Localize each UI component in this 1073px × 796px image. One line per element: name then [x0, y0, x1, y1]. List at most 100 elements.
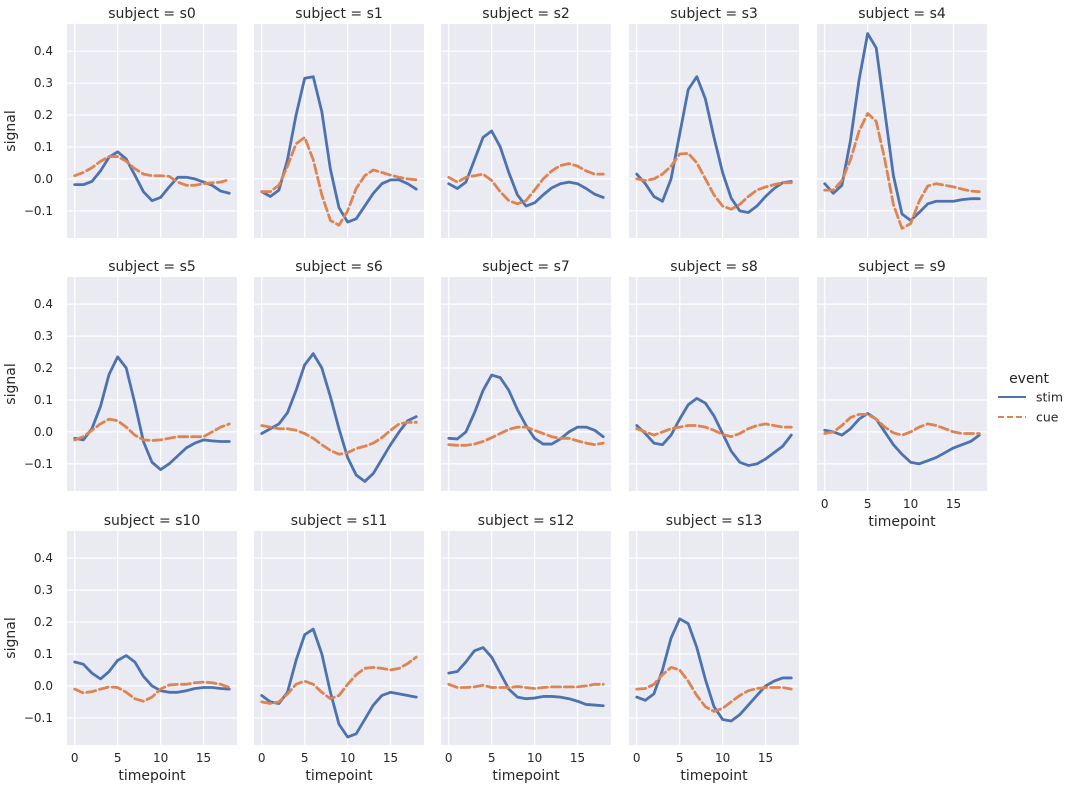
- x-tick-label: 0: [258, 751, 266, 765]
- panel-background: [817, 24, 987, 238]
- facet-panel-10: subject = s10 −0.1 0.0 0.1 0.2 0.3 0.4 signal 0 5…: [3, 513, 237, 784]
- facet-panel-3: subject = s3: [629, 6, 799, 238]
- series-line-cue: [635, 665, 793, 713]
- y-tick-label: 0.2: [34, 615, 53, 629]
- x-axis-label: timepoint: [492, 768, 560, 784]
- x-tick-label: 10: [153, 751, 168, 765]
- facet-panel-9: subject = s9 0 5 10 15 timepoint: [817, 259, 987, 530]
- y-tick-label: 0.1: [34, 393, 53, 407]
- series-line-stim: [73, 654, 231, 694]
- panel-title: subject = s4: [858, 6, 946, 22]
- facet-panel-6: subject = s6: [254, 259, 424, 491]
- panel-title: subject = s13: [666, 513, 762, 529]
- facet-panel-8: subject = s8: [629, 259, 799, 491]
- series-line-cue: [73, 417, 231, 442]
- series-line-cue: [447, 425, 605, 447]
- series-line-cue: [635, 151, 793, 211]
- panel-background: [441, 277, 611, 491]
- x-tick-label: 5: [864, 497, 872, 511]
- panel-title: subject = s9: [858, 259, 946, 275]
- x-axis-label: timepoint: [118, 768, 186, 784]
- facet-panel-7: subject = s7: [441, 259, 611, 491]
- panel-background: [629, 531, 799, 745]
- y-tick-label: 0.3: [34, 583, 53, 597]
- y-tick-label: 0.3: [34, 76, 53, 90]
- series-line-cue: [73, 155, 231, 187]
- y-tick-label: 0.4: [34, 44, 53, 58]
- x-tick-label: 0: [821, 497, 829, 511]
- x-tick-label: 10: [527, 751, 542, 765]
- panel-title: subject = s11: [291, 513, 387, 529]
- y-tick-label: −0.1: [24, 711, 53, 725]
- panel-background: [441, 531, 611, 745]
- y-tick-label: −0.1: [24, 457, 53, 471]
- x-axis-label: timepoint: [868, 514, 936, 530]
- legend: event stim cue: [998, 371, 1063, 425]
- y-tick-label: 0.4: [34, 297, 53, 311]
- y-tick-label: 0.2: [34, 108, 53, 122]
- panel-title: subject = s8: [670, 259, 758, 275]
- legend-title: event: [1009, 371, 1049, 387]
- series-line-stim: [73, 355, 231, 472]
- y-tick-label: 0.3: [34, 329, 53, 343]
- series-line-stim: [635, 396, 793, 467]
- y-axis-label: signal: [3, 363, 19, 404]
- x-tick-label: 0: [633, 751, 641, 765]
- facet-panel-12: subject = s12 0 5 10 15 timepoint: [441, 513, 611, 784]
- x-tick-label: 5: [301, 751, 309, 765]
- panel-background: [67, 24, 237, 238]
- panel-background: [67, 277, 237, 491]
- facet-panel-4: subject = s4: [817, 6, 987, 238]
- y-axis-label: signal: [3, 617, 19, 658]
- series-line-stim: [447, 129, 605, 208]
- series-line-cue: [260, 655, 418, 705]
- y-tick-label: 0.4: [34, 551, 53, 565]
- panel-title: subject = s5: [108, 259, 196, 275]
- y-tick-label: −0.1: [24, 204, 53, 218]
- facet-panel-0: subject = s0 −0.1 0.0 0.1 0.2 0.3 0.4 signal: [3, 6, 237, 238]
- facet-panel-11: subject = s11 0 5 10 15 timepoint: [254, 513, 424, 784]
- x-tick-label: 15: [196, 751, 211, 765]
- panel-background: [817, 277, 987, 491]
- x-tick-label: 5: [114, 751, 122, 765]
- y-tick-label: 0.0: [34, 679, 53, 693]
- legend-label-cue: cue: [1036, 410, 1059, 425]
- panel-title: subject = s6: [295, 259, 383, 275]
- x-axis-label: timepoint: [305, 768, 373, 784]
- x-axis-label: timepoint: [680, 768, 748, 784]
- x-tick-label: 10: [715, 751, 730, 765]
- panel-background: [254, 531, 424, 745]
- panel-background: [441, 24, 611, 238]
- series-line-stim: [260, 352, 418, 483]
- y-tick-label: 0.2: [34, 361, 53, 375]
- series-line-cue: [823, 112, 981, 230]
- series-line-cue: [260, 420, 418, 456]
- x-tick-label: 10: [340, 751, 355, 765]
- facet-panel-13: subject = s13 0 5 10 15 timepoint: [629, 513, 799, 784]
- y-tick-label: 0.1: [34, 647, 53, 661]
- x-tick-label: 10: [903, 497, 918, 511]
- series-line-stim: [447, 373, 605, 446]
- y-tick-label: 0.1: [34, 140, 53, 154]
- panel-title: subject = s0: [108, 6, 196, 22]
- series-line-stim: [823, 32, 981, 222]
- panel-title: subject = s10: [104, 513, 200, 529]
- panel-background: [629, 277, 799, 491]
- panel-title: subject = s1: [295, 6, 383, 22]
- x-tick-label: 15: [946, 497, 961, 511]
- series-line-stim: [260, 75, 418, 224]
- series-line-stim: [447, 646, 605, 708]
- series-line-stim: [635, 617, 793, 723]
- series-line-cue: [447, 162, 605, 206]
- y-tick-label: 0.0: [34, 172, 53, 186]
- series-line-stim: [635, 75, 793, 214]
- facet-panel-2: subject = s2: [441, 6, 611, 238]
- panel-background: [254, 277, 424, 491]
- x-tick-label: 15: [758, 751, 773, 765]
- facet-panel-5: subject = s5 −0.1 0.0 0.1 0.2 0.3 0.4 signal: [3, 259, 237, 491]
- series-line-stim: [73, 150, 231, 203]
- y-axis-label: signal: [3, 110, 19, 151]
- x-tick-label: 0: [445, 751, 453, 765]
- series-line-cue: [635, 422, 793, 439]
- y-tick-label: 0.0: [34, 425, 53, 439]
